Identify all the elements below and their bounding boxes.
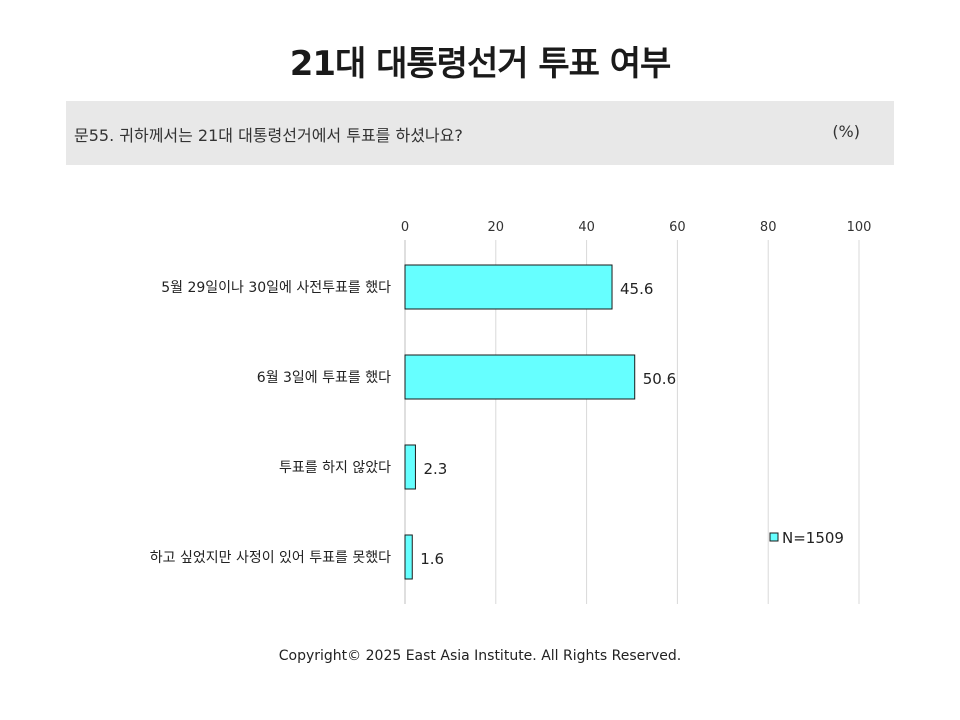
x-tick-label: 60: [669, 220, 686, 235]
question-bar: 문55. 귀하께서는 21대 대통령선거에서 투표를 하셨나요? (%): [66, 101, 894, 165]
category-label: 5월 29일이나 30일에 사전투표를 했다: [161, 280, 391, 296]
bar: [404, 444, 416, 490]
category-label: 6월 3일에 투표를 했다: [257, 370, 391, 386]
page-title: 21대 대통령선거 투표 여부: [289, 44, 672, 84]
copyright-footer: Copyright© 2025 East Asia Institute. All…: [278, 648, 682, 664]
bar: [404, 354, 636, 400]
unit-label: (%): [832, 122, 860, 141]
legend-label: N=1509: [782, 529, 844, 547]
value-label: 1.6: [420, 550, 444, 568]
category-label: 투표를 하지 않았다: [279, 460, 391, 476]
category-label: 하고 싶었지만 사정이 있어 투표를 못했다: [150, 550, 391, 566]
value-label: 2.3: [423, 460, 447, 478]
bar: [404, 534, 413, 580]
x-tick-label: 40: [578, 220, 595, 235]
x-tick-label: 80: [760, 220, 777, 235]
legend-swatch: [769, 532, 779, 542]
x-tick-label: 100: [847, 220, 872, 235]
question-text: 문55. 귀하께서는 21대 대통령선거에서 투표를 하셨나요?: [74, 126, 463, 145]
x-tick-label: 20: [488, 220, 505, 235]
value-label: 50.6: [643, 370, 676, 388]
x-tick-label: 0: [401, 220, 409, 235]
bar: [404, 264, 613, 310]
value-label: 45.6: [620, 280, 653, 298]
